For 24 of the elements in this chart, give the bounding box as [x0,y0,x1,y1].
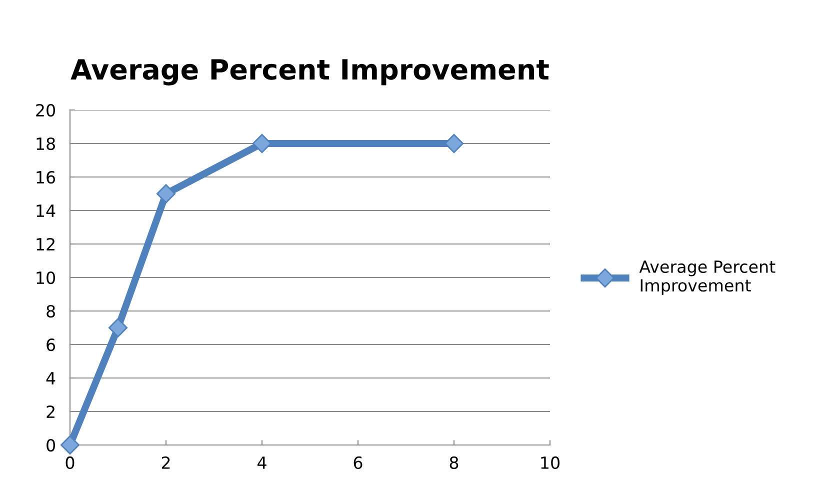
point [156,184,176,204]
legend-label: Average Percent Improvement [639,260,776,295]
x-tick-label: 4 [258,456,266,469]
point [60,435,80,455]
y-tick-label: 18 [36,137,55,150]
y-tick-label: 16 [36,170,56,184]
point [444,134,464,154]
y-tick-label: 20 [36,104,56,117]
y-tick-label: 2 [46,405,54,418]
point [108,318,128,338]
x-tick-label: 2 [162,456,170,469]
y-tick-label: 8 [46,304,55,318]
chart-title: Average Percent Improvement [70,59,549,86]
x-tick-label: 0 [66,456,74,470]
y-tick-label: 12 [36,238,54,250]
y-tick-label: 6 [46,338,56,352]
x-tick-label: 8 [450,456,458,470]
x-tick-label: 10 [541,456,560,470]
y-tick-label: 10 [36,271,56,284]
y-tick-label: 4 [46,372,56,384]
y-tick-label: 14 [36,204,56,217]
x-tick-label: 6 [354,456,362,470]
point [252,134,272,154]
y-tick-label: 0 [46,438,56,452]
